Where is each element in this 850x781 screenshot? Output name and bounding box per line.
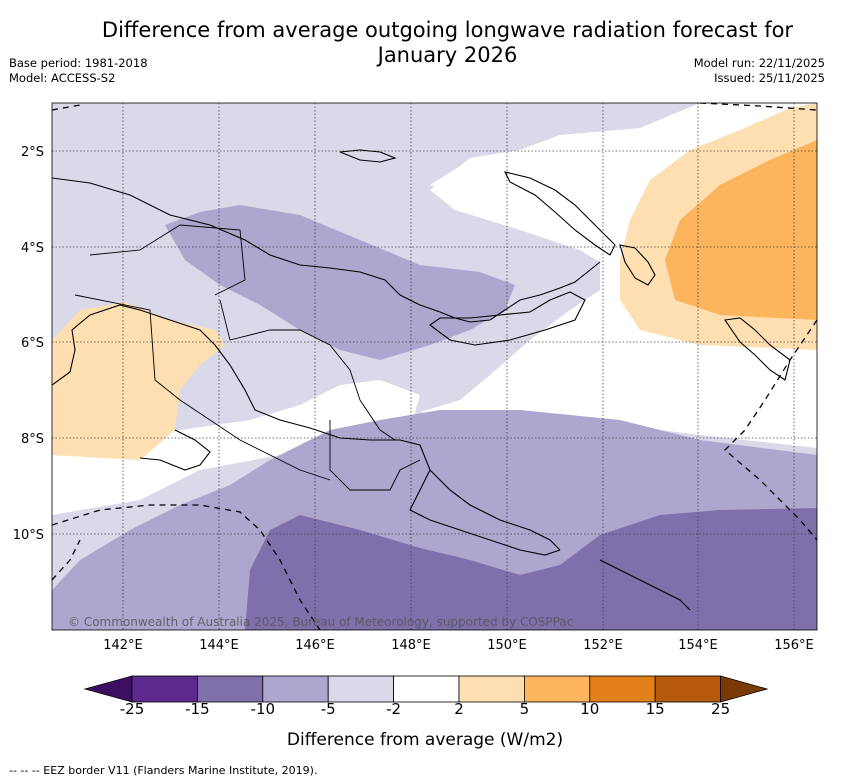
anomaly-region-5-10-east — [665, 140, 817, 320]
colorbar-label: 10 — [580, 700, 600, 718]
eez-footnote: -- -- -- EEZ border V11 (Flanders Marine… — [9, 764, 318, 777]
colorbar-title: Difference from average (W/m2) — [286, 730, 564, 750]
map-copyright: © Commonwealth of Australia 2025, Bureau… — [68, 615, 573, 629]
colorbar-segment — [654, 675, 722, 703]
lon-label: 150°E — [487, 638, 527, 653]
lon-label: 154°E — [678, 638, 718, 653]
lat-label: 6°S — [21, 336, 44, 351]
map-title: Difference from average outgoing longwav… — [80, 18, 815, 68]
lon-label: 142°E — [103, 638, 143, 653]
issued-date: Issued: 25/11/2025 — [714, 71, 825, 85]
colorbar-segment — [393, 675, 460, 703]
colorbar-label: -5 — [320, 700, 336, 718]
map-frame — [51, 102, 818, 631]
new-guinea-north-coast — [52, 177, 601, 323]
run-info: Model run: 22/11/2025 Issued: 25/11/2025 — [694, 56, 825, 86]
title-line-1: Difference from average outgoing longwav… — [101, 18, 794, 42]
lon-label: 156°E — [774, 638, 814, 653]
anomaly-region-2-5-west — [52, 302, 225, 460]
colorbar-segment — [524, 675, 591, 703]
model-run: Model run: 22/11/2025 — [693, 56, 825, 70]
lat-labels: 2°S 4°S 6°S 8°S 10°S — [13, 145, 44, 543]
torres-strait-coast — [139, 429, 211, 471]
new-ireland — [503, 171, 616, 256]
colorbar-segment — [131, 675, 198, 703]
anomaly-region-neg15-neg10 — [245, 508, 817, 630]
colorbar — [83, 675, 769, 703]
new-britain — [429, 291, 586, 346]
base-period: Base period: 1981-2018 — [9, 56, 148, 70]
colorbar-label: -10 — [250, 700, 276, 718]
colorbar-label: -2 — [386, 700, 402, 718]
lon-label: 146°E — [295, 638, 335, 653]
guadalcanal-coast — [724, 317, 791, 381]
lat-label: 10°S — [13, 528, 44, 543]
bougainville — [619, 244, 656, 286]
colorbar-segment — [589, 675, 656, 703]
lon-label: 144°E — [199, 638, 239, 653]
colorbar-label: 2 — [454, 700, 464, 718]
papuan-peninsula — [409, 469, 561, 556]
anomaly-region-neg10-neg5-north — [165, 205, 515, 360]
colorbar-under-arrow — [83, 675, 133, 703]
colorbar-segment — [327, 675, 395, 703]
colorbar-segment — [262, 675, 329, 703]
eez-borders — [52, 103, 817, 630]
coastlines — [52, 149, 791, 611]
colorbar-segment — [458, 675, 525, 703]
colorbar-label: 15 — [645, 700, 665, 718]
colorbar-label: 25 — [711, 700, 731, 718]
map-area: © Commonwealth of Australia 2025, Bureau… — [52, 103, 817, 630]
model-name: Model: ACCESS-S2 — [9, 71, 116, 85]
lat-label: 8°S — [21, 432, 44, 447]
lat-label: 2°S — [21, 145, 44, 160]
lon-label: 148°E — [391, 638, 431, 653]
lon-label: 152°E — [583, 638, 623, 653]
new-guinea-south-coast — [52, 304, 561, 551]
lat-label: 4°S — [21, 241, 44, 256]
manus-island — [339, 149, 397, 163]
lon-labels: 142°E 144°E 146°E 148°E 150°E 152°E 154°… — [103, 638, 814, 653]
title-line-2: January 2026 — [377, 43, 518, 67]
base-info: Base period: 1981-2018 Model: ACCESS-S2 — [9, 56, 148, 86]
colorbar-label: -25 — [119, 700, 145, 718]
province-borders — [74, 224, 421, 491]
solomon-south-islands — [599, 559, 691, 611]
colorbar-over-arrow — [720, 675, 769, 703]
colorbar-label: 5 — [519, 700, 530, 718]
graticule — [52, 103, 817, 630]
colorbar-label: -15 — [185, 700, 210, 718]
colorbar-segment — [196, 675, 264, 703]
anomaly-region-neg2-2-south — [52, 380, 420, 515]
